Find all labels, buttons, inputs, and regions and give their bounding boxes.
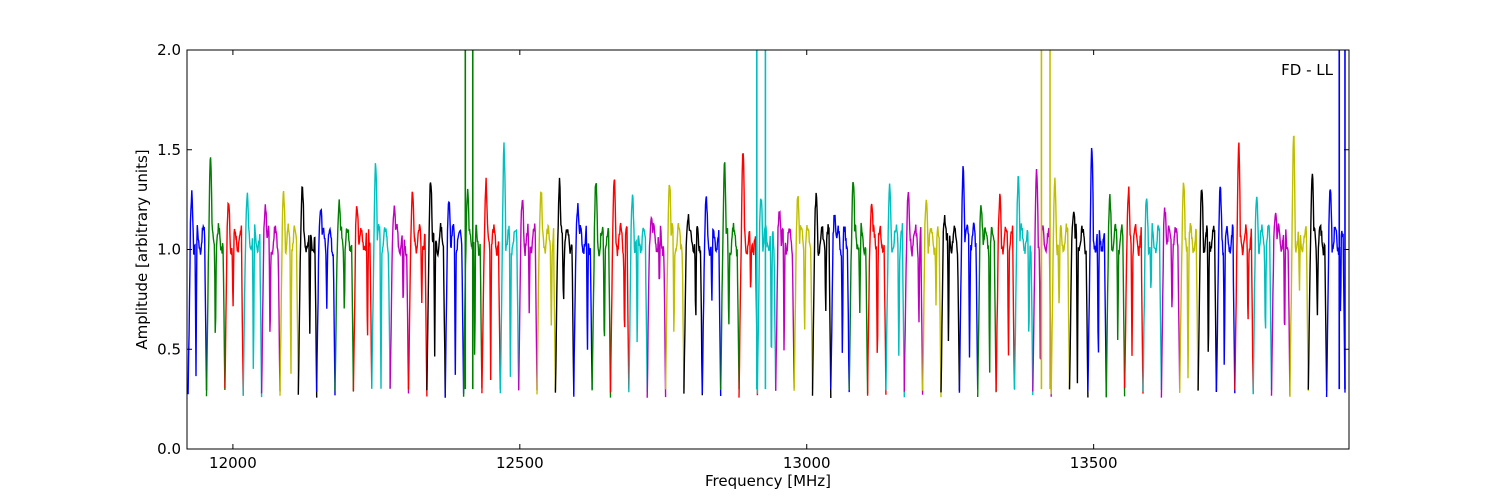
channel-trace: [205, 157, 226, 397]
channel-trace: [499, 142, 520, 394]
channel-trace: [1087, 147, 1108, 398]
channel-trace: [371, 163, 391, 389]
spike-layer: [464, 50, 1346, 390]
channel-trace: [1234, 142, 1254, 394]
channel-trace: [554, 177, 575, 395]
channel-trace: [1068, 211, 1089, 398]
x-axis-label: Frequency [MHz]: [705, 472, 831, 490]
channel-trace: [1123, 186, 1144, 394]
y-tick-label: 0.0: [157, 440, 181, 458]
channel-trace: [1013, 175, 1034, 396]
plot-area: [187, 50, 1346, 399]
channel-trace: [885, 183, 905, 398]
channel-trace: [775, 210, 795, 391]
y-axis: 0.0 0.5 1.0 1.5 2.0: [157, 41, 1349, 458]
channel-trace: [701, 196, 722, 397]
channel-trace: [958, 166, 979, 393]
channel-trace: [977, 205, 997, 398]
channel-trace: [940, 214, 961, 393]
channel-trace: [866, 203, 887, 396]
channel-trace: [664, 184, 685, 390]
x-tick-label: 12000: [209, 454, 257, 472]
channel-trace: [1179, 182, 1199, 393]
channel-trace: [609, 179, 630, 393]
channel-trace: [628, 194, 648, 393]
channel-trace: [573, 203, 593, 397]
channel-trace: [793, 195, 814, 391]
channel-trace: [811, 192, 832, 399]
channel-trace: [921, 199, 942, 398]
channel-trace: [646, 215, 667, 398]
channel-trace: [591, 182, 612, 398]
channel-trace: [995, 193, 1016, 392]
channel-trace: [334, 199, 355, 392]
channel-trace: [352, 206, 373, 391]
channel-trace: [481, 177, 501, 394]
y-tick-label: 1.5: [157, 141, 181, 159]
series-layer: [187, 135, 1346, 399]
y-tick-label: 2.0: [157, 41, 181, 59]
channel-trace: [518, 199, 538, 391]
channel-trace: [1215, 186, 1236, 394]
channel-trace: [1142, 198, 1163, 392]
y-tick-label: 0.5: [157, 340, 181, 358]
channel-trace: [279, 190, 299, 396]
x-tick-label: 12500: [496, 454, 544, 472]
channel-trace: [389, 205, 410, 394]
x-axis: 12000 12500 13000 13500: [209, 50, 1118, 472]
channel-trace: [1270, 212, 1291, 396]
channel-trace: [756, 198, 777, 394]
channel-trace: [316, 207, 336, 396]
channel-trace: [1197, 189, 1218, 393]
channel-trace: [187, 190, 208, 395]
channel-trace: [1252, 196, 1273, 395]
channel-trace: [536, 191, 557, 395]
channel-trace: [1289, 135, 1309, 397]
x-tick-label: 13000: [783, 454, 831, 472]
channel-trace: [903, 192, 924, 395]
channel-trace: [224, 201, 244, 396]
channel-trace: [830, 214, 850, 393]
chart-annotation: FD - LL: [1281, 61, 1333, 79]
channel-trace: [426, 182, 446, 398]
channel-trace: [1050, 177, 1071, 395]
channel-trace: [407, 191, 428, 397]
channel-trace: [242, 192, 263, 398]
y-axis-label: Amplitude [arbitrary units]: [133, 149, 151, 349]
y-tick-label: 1.0: [157, 241, 181, 259]
channel-trace: [720, 162, 740, 390]
channel-trace: [1105, 193, 1126, 398]
channel-trace: [738, 153, 759, 398]
channel-trace: [848, 181, 869, 394]
channel-trace: [260, 204, 281, 394]
x-tick-label: 13500: [1070, 454, 1118, 472]
channel-trace: [683, 214, 703, 396]
channel-trace: [444, 200, 465, 398]
channel-trace: [1307, 173, 1328, 391]
channel-trace: [1160, 207, 1181, 398]
channel-trace: [1325, 189, 1346, 398]
channel-trace: [297, 186, 318, 398]
